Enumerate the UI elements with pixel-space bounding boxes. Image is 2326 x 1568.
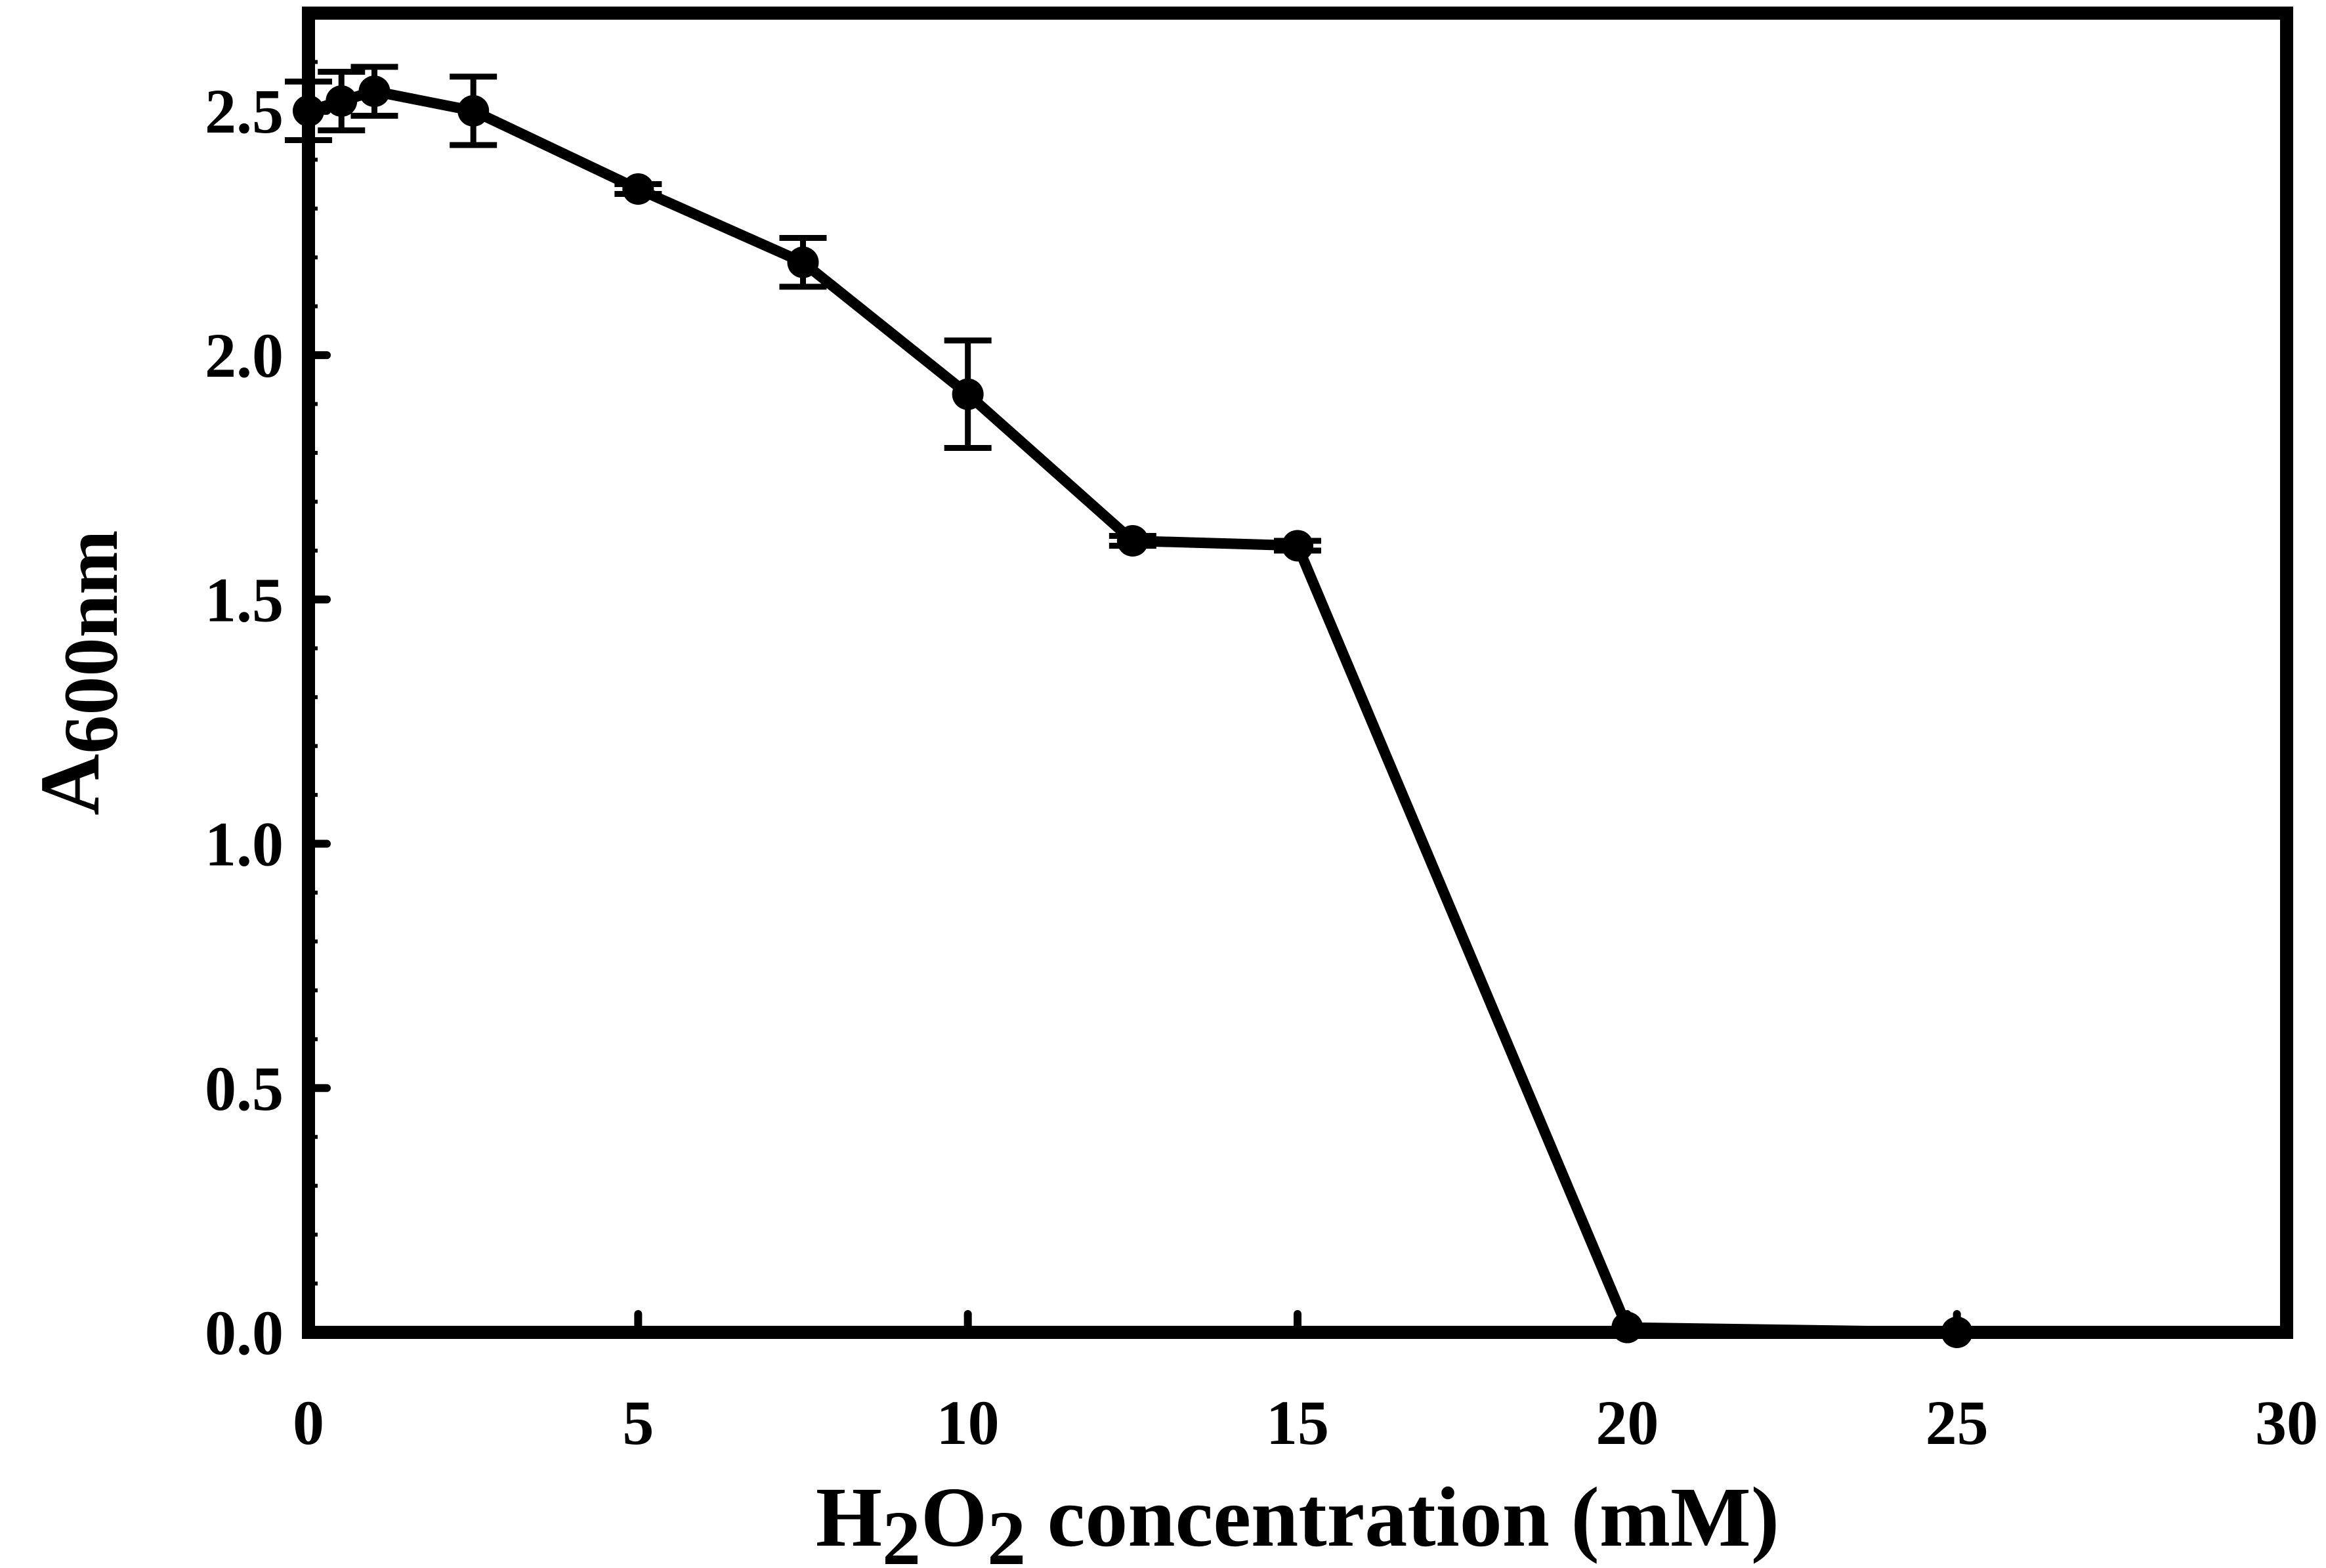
data-point bbox=[1941, 1317, 1973, 1348]
x-tick-label: 10 bbox=[937, 1388, 1000, 1458]
plot-frame bbox=[302, 7, 2293, 1339]
x-tick-label: 0 bbox=[293, 1388, 324, 1458]
y-tick-label: 0.0 bbox=[205, 1298, 284, 1368]
data-point bbox=[326, 85, 358, 117]
data-point bbox=[622, 173, 654, 205]
data-series bbox=[285, 64, 1973, 1348]
axis-tick-labels: 0.0 0.5 1.0 1.5 2.0 2.5 0 5 10 15 20 25 30 bbox=[205, 76, 2318, 1458]
x-tick-label: 25 bbox=[1926, 1388, 1989, 1458]
data-point bbox=[457, 95, 490, 127]
x-axis-title: H2O2 concentration (mM) bbox=[816, 1470, 1779, 1568]
y-axis-title: A600nm bbox=[23, 530, 134, 816]
axis-ticks bbox=[305, 60, 1961, 1336]
data-point bbox=[787, 246, 819, 278]
y-tick-label: 2.5 bbox=[205, 76, 284, 146]
y-tick-label: 1.5 bbox=[205, 564, 284, 635]
x-tick-label: 15 bbox=[1266, 1388, 1329, 1458]
series-line bbox=[303, 86, 1962, 1338]
x-tick-label: 30 bbox=[2255, 1388, 2318, 1458]
data-point bbox=[1611, 1311, 1643, 1344]
data-point bbox=[1116, 525, 1149, 557]
y-tick-label: 1.0 bbox=[205, 809, 284, 879]
data-point bbox=[293, 95, 324, 127]
data-point bbox=[358, 75, 391, 108]
data-point bbox=[952, 378, 984, 410]
y-tick-label: 0.5 bbox=[205, 1053, 284, 1124]
x-tick-label: 20 bbox=[1596, 1388, 1659, 1458]
data-point bbox=[1282, 530, 1313, 562]
y-tick-label: 2.0 bbox=[205, 320, 284, 391]
x-tick-label: 5 bbox=[622, 1388, 654, 1458]
